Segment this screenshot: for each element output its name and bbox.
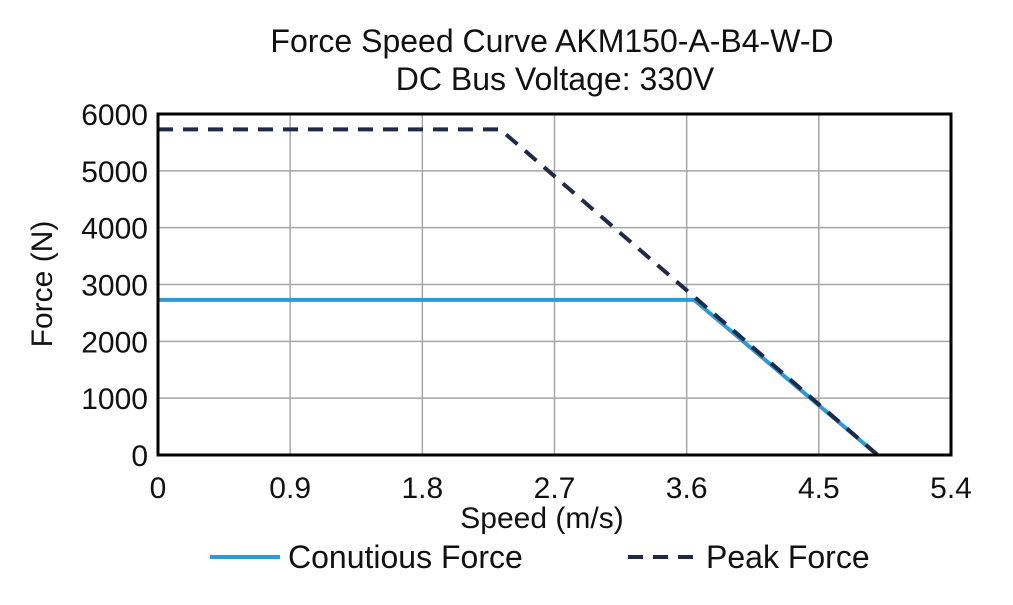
peak-force-line (158, 127, 879, 457)
x-tick-label: 1.8 (401, 472, 443, 505)
x-tick-label: 4.5 (798, 472, 840, 505)
x-axis-label: Speed (m/s) (460, 502, 623, 535)
continuous-force-line (158, 297, 879, 457)
chart-title: Force Speed Curve AKM150-A-B4-W-D (270, 23, 833, 59)
x-tick-label: 5.4 (930, 472, 972, 505)
plot-frame (156, 112, 953, 457)
x-tick-label: 3.6 (666, 472, 708, 505)
legend-label: Peak Force (706, 539, 870, 575)
plot-series (158, 127, 879, 457)
x-tick-labels: 0 0.9 1.8 2.7 3.6 4.5 5.4 (150, 472, 972, 505)
y-tick-labels: 0 1000 2000 3000 4000 5000 6000 (81, 99, 148, 473)
x-tick-label: 0.9 (269, 472, 311, 505)
y-tick-label: 4000 (81, 213, 148, 246)
y-tick-label: 1000 (81, 383, 148, 416)
y-tick-label: 6000 (81, 99, 148, 132)
x-tick-label: 2.7 (534, 472, 576, 505)
y-axis-label: Force (N) (26, 221, 59, 348)
legend: Conutious Force Peak Force (210, 539, 870, 575)
y-tick-label: 3000 (81, 270, 148, 303)
legend-label: Conutious Force (288, 539, 523, 575)
grid-lines (157, 113, 952, 456)
y-tick-label: 0 (131, 440, 148, 473)
y-tick-label: 2000 (81, 326, 148, 359)
chart-subtitle: DC Bus Voltage: 330V (396, 61, 715, 97)
x-tick-label: 0 (150, 472, 167, 505)
y-tick-label: 5000 (81, 156, 148, 189)
